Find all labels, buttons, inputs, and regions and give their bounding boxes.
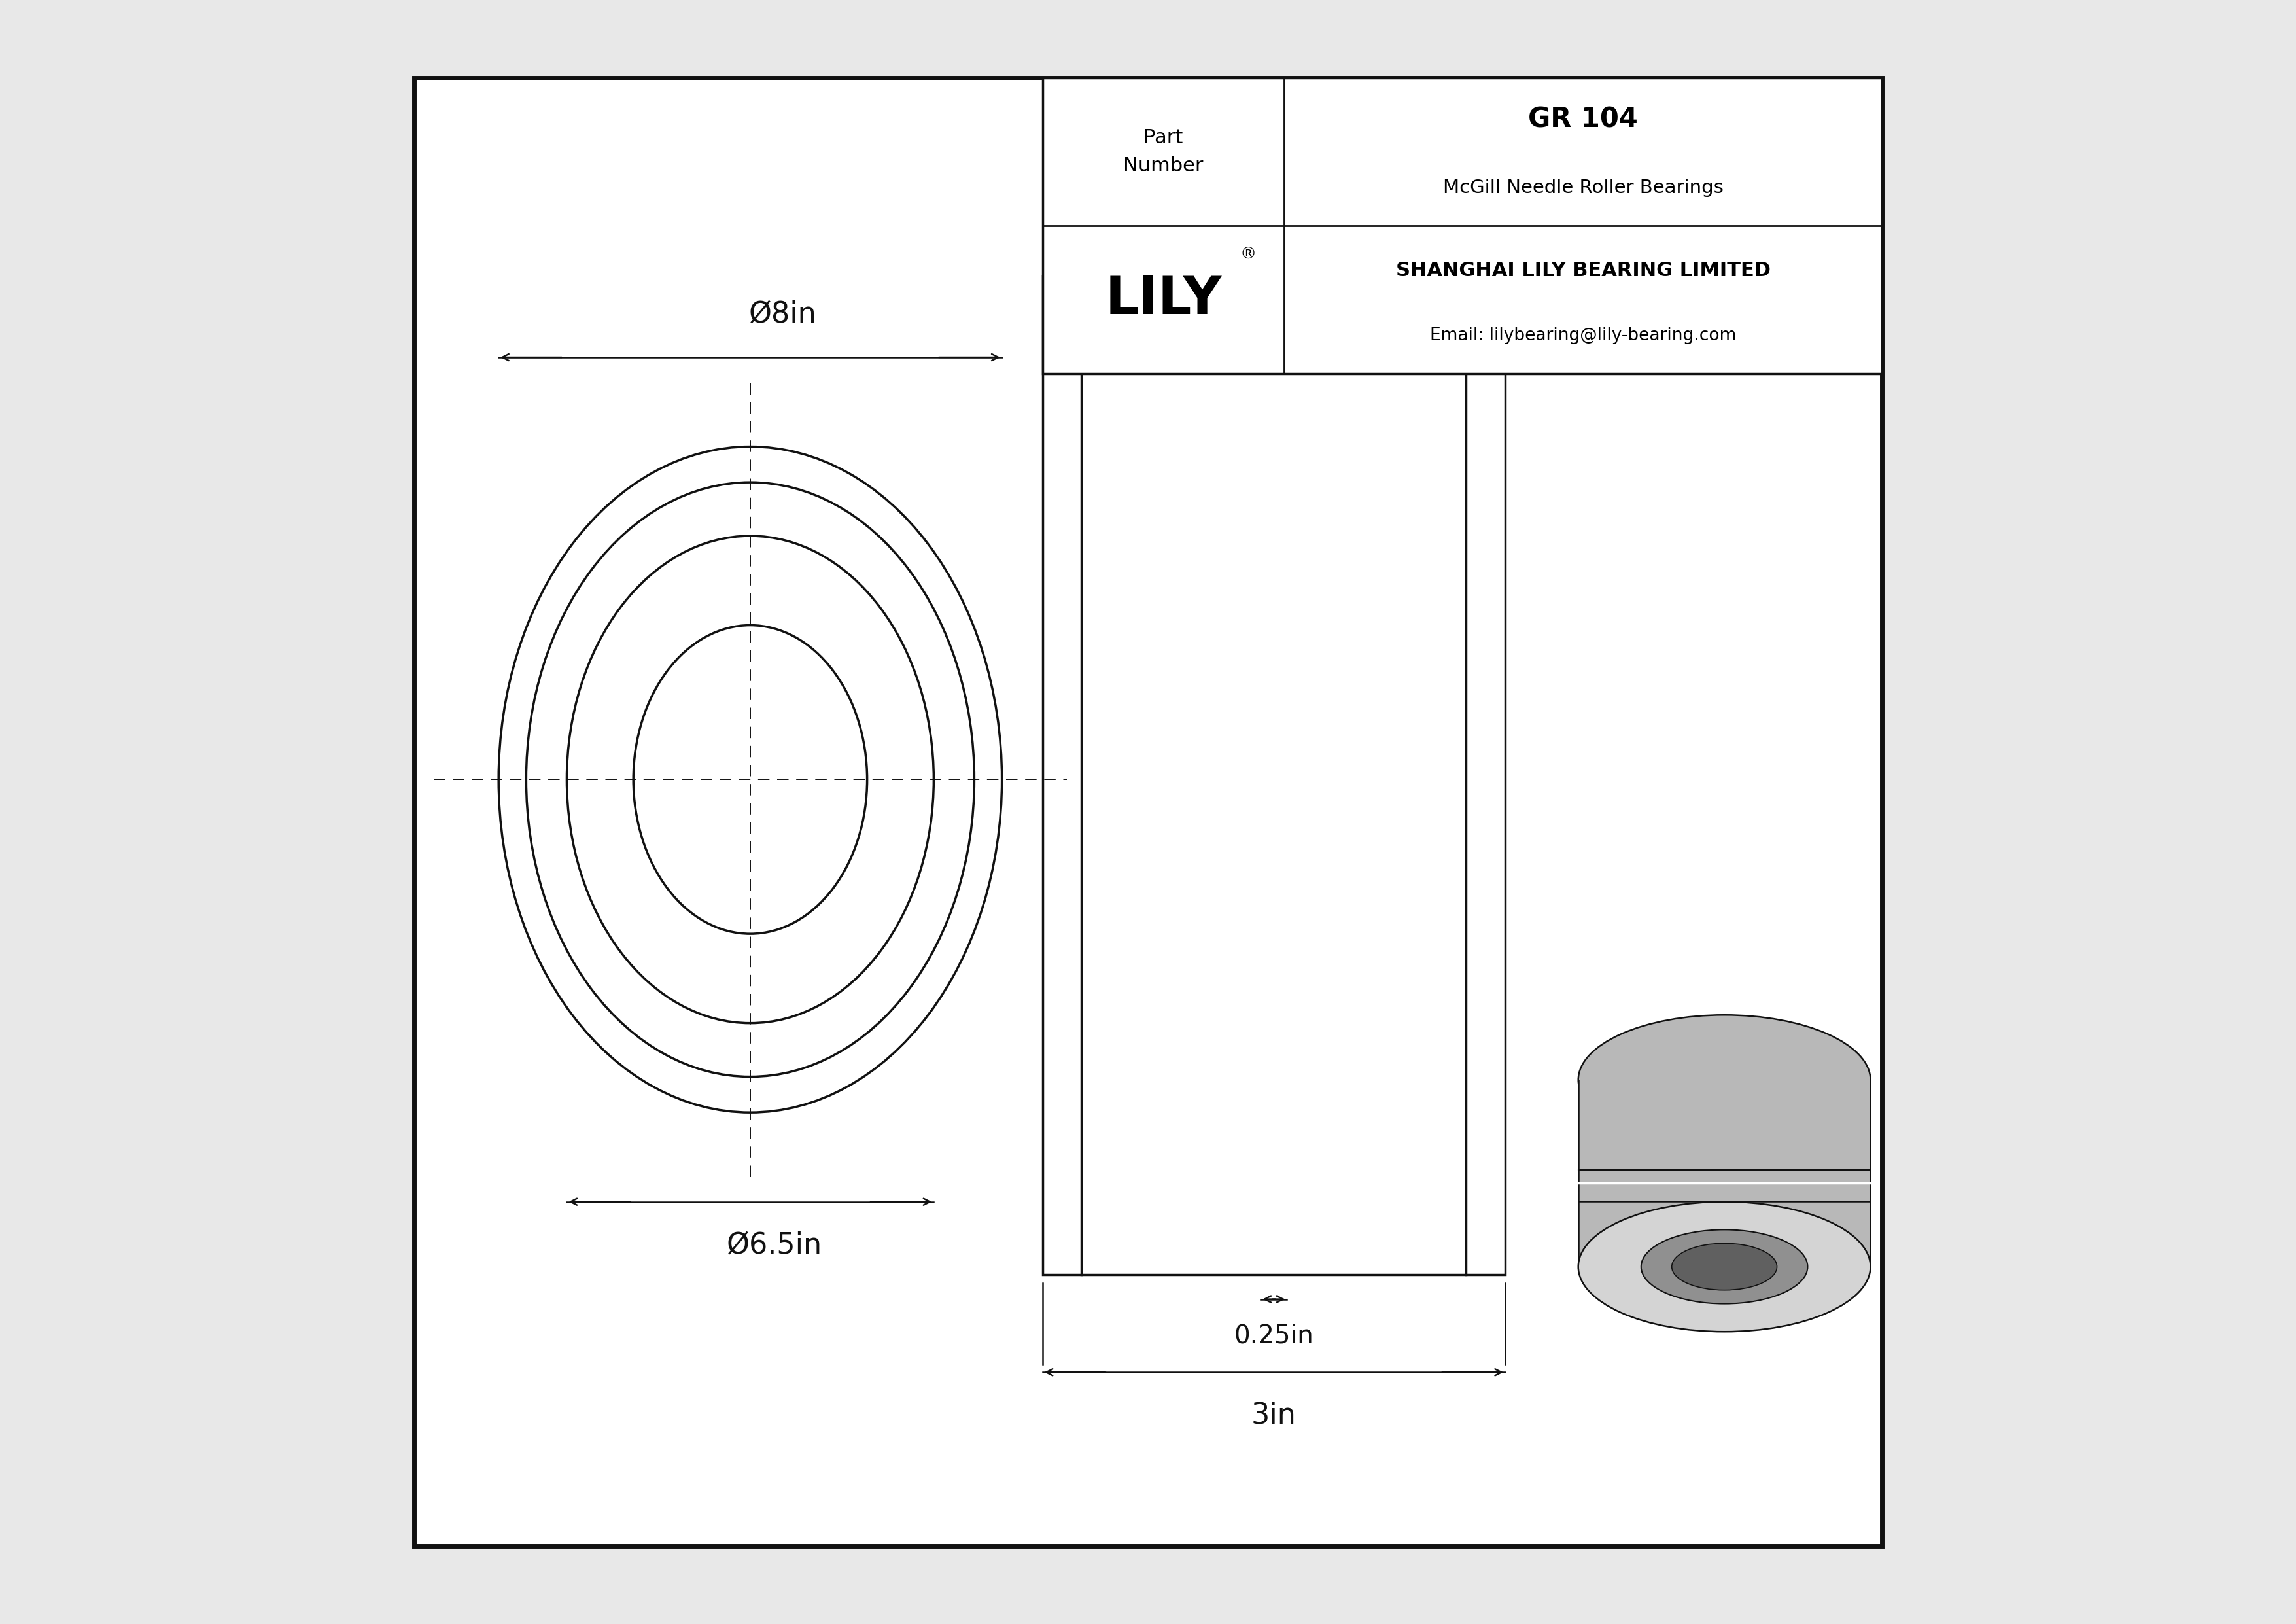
- Text: McGill Needle Roller Bearings: McGill Needle Roller Bearings: [1442, 179, 1724, 197]
- Ellipse shape: [1577, 1015, 1871, 1145]
- Text: LILY: LILY: [1104, 274, 1221, 325]
- Text: Ø6.5in: Ø6.5in: [728, 1231, 822, 1259]
- Text: Email: lilybearing@lily-bearing.com: Email: lilybearing@lily-bearing.com: [1430, 326, 1736, 344]
- Text: GR 104: GR 104: [1529, 106, 1637, 133]
- Bar: [1042, 78, 1883, 374]
- Ellipse shape: [567, 536, 934, 1023]
- Ellipse shape: [1671, 1244, 1777, 1289]
- Bar: [1042, 276, 1506, 1275]
- Text: SHANGHAI LILY BEARING LIMITED: SHANGHAI LILY BEARING LIMITED: [1396, 261, 1770, 279]
- Ellipse shape: [1577, 1202, 1871, 1332]
- Polygon shape: [1577, 1080, 1871, 1267]
- Text: ®: ®: [1240, 247, 1256, 261]
- Ellipse shape: [498, 447, 1001, 1112]
- Text: Ø8in: Ø8in: [748, 300, 817, 328]
- Text: 3in: 3in: [1251, 1402, 1297, 1429]
- Text: Part
Number: Part Number: [1123, 128, 1203, 175]
- Ellipse shape: [1642, 1229, 1807, 1304]
- Text: 0.25in: 0.25in: [1233, 1324, 1313, 1348]
- Ellipse shape: [526, 482, 974, 1077]
- Ellipse shape: [634, 625, 868, 934]
